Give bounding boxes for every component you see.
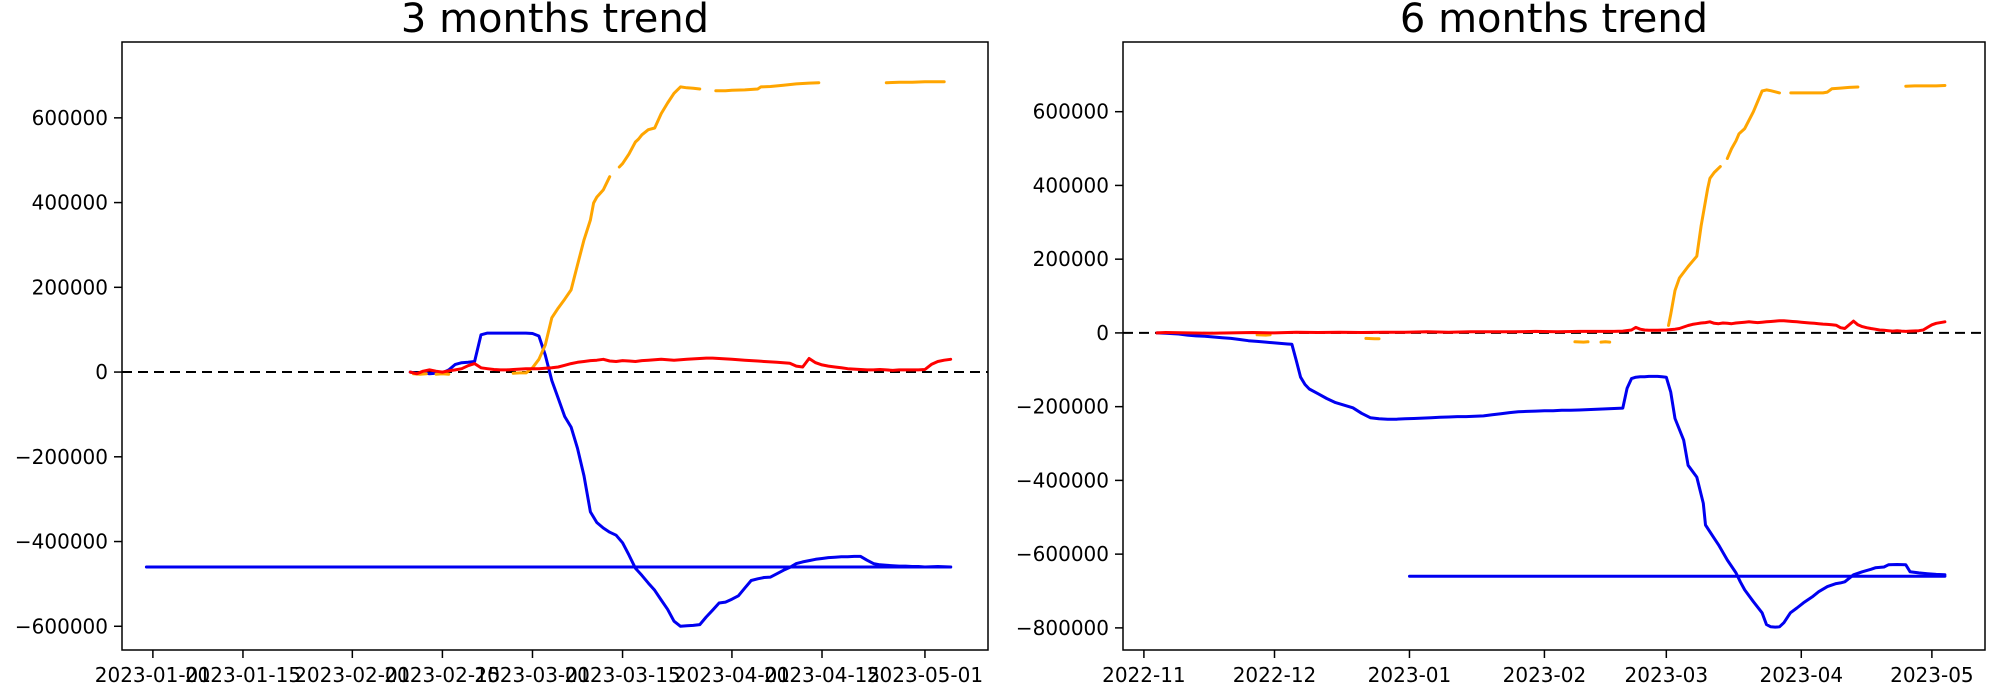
x-tick-label: 2023-04-01: [674, 663, 790, 687]
x-tick-label: 2023-03-15: [564, 663, 680, 687]
y-tick-label: −200000: [15, 445, 108, 469]
x-tick-label: 2023-05-01: [867, 663, 983, 687]
x-tick-label: 2022-12: [1233, 663, 1317, 687]
y-tick-label: 600000: [32, 106, 108, 130]
x-tick-label: 2023-02: [1503, 663, 1587, 687]
y-tick-label: −600000: [15, 614, 108, 638]
x-tick-label: 2023-01-15: [185, 663, 301, 687]
y-tick-label: 400000: [1033, 173, 1109, 197]
y-tick-label: 0: [1096, 321, 1109, 345]
x-tick-label: 2023-04: [1759, 663, 1843, 687]
orange-cumulative-line: [617, 85, 702, 169]
y-tick-label: −400000: [1016, 468, 1109, 492]
y-tick-label: 600000: [1033, 100, 1109, 124]
blue-cumulative-line: [408, 331, 953, 628]
y-tick-label: 400000: [32, 191, 108, 215]
x-tick-label: 2023-02-01: [294, 663, 410, 687]
x-tick-label: 2023-01: [1368, 663, 1452, 687]
orange-cumulative-line: [1904, 84, 1947, 88]
red-cumulative-line: [1155, 319, 1947, 335]
y-tick-label: −800000: [1016, 616, 1109, 640]
orange-cumulative-line: [1789, 85, 1860, 95]
orange-cumulative-line: [884, 80, 946, 85]
plot-area: [1122, 41, 1986, 651]
orange-cumulative-line: [714, 81, 821, 93]
x-tick-label: 2023-02-15: [384, 663, 500, 687]
y-tick-label: −200000: [1016, 395, 1109, 419]
blue-cumulative-line: [1155, 331, 1947, 629]
orange-cumulative-line: [1667, 165, 1722, 327]
x-tick-label: 2023-05: [1890, 663, 1974, 687]
chart-title-6-months: 6 months trend: [1400, 0, 1708, 42]
y-tick-label: 0: [95, 360, 108, 384]
x-tick-label: 2023-03-01: [474, 663, 590, 687]
x-tick-label: 2022-11: [1102, 663, 1186, 687]
y-tick-label: −400000: [15, 530, 108, 554]
x-tick-label: 2023-01-01: [95, 663, 211, 687]
y-tick-label: 200000: [32, 275, 108, 299]
y-tick-label: −600000: [1016, 542, 1109, 566]
y-tick-label: 200000: [1033, 247, 1109, 271]
x-tick-label: 2023-04-15: [764, 663, 880, 687]
red-cumulative-line: [408, 356, 953, 376]
plot-area: [121, 41, 989, 651]
orange-cumulative-line: [1725, 88, 1781, 160]
x-tick-label: 2023-03: [1625, 663, 1709, 687]
chart-title-3-months: 3 months trend: [401, 0, 709, 42]
